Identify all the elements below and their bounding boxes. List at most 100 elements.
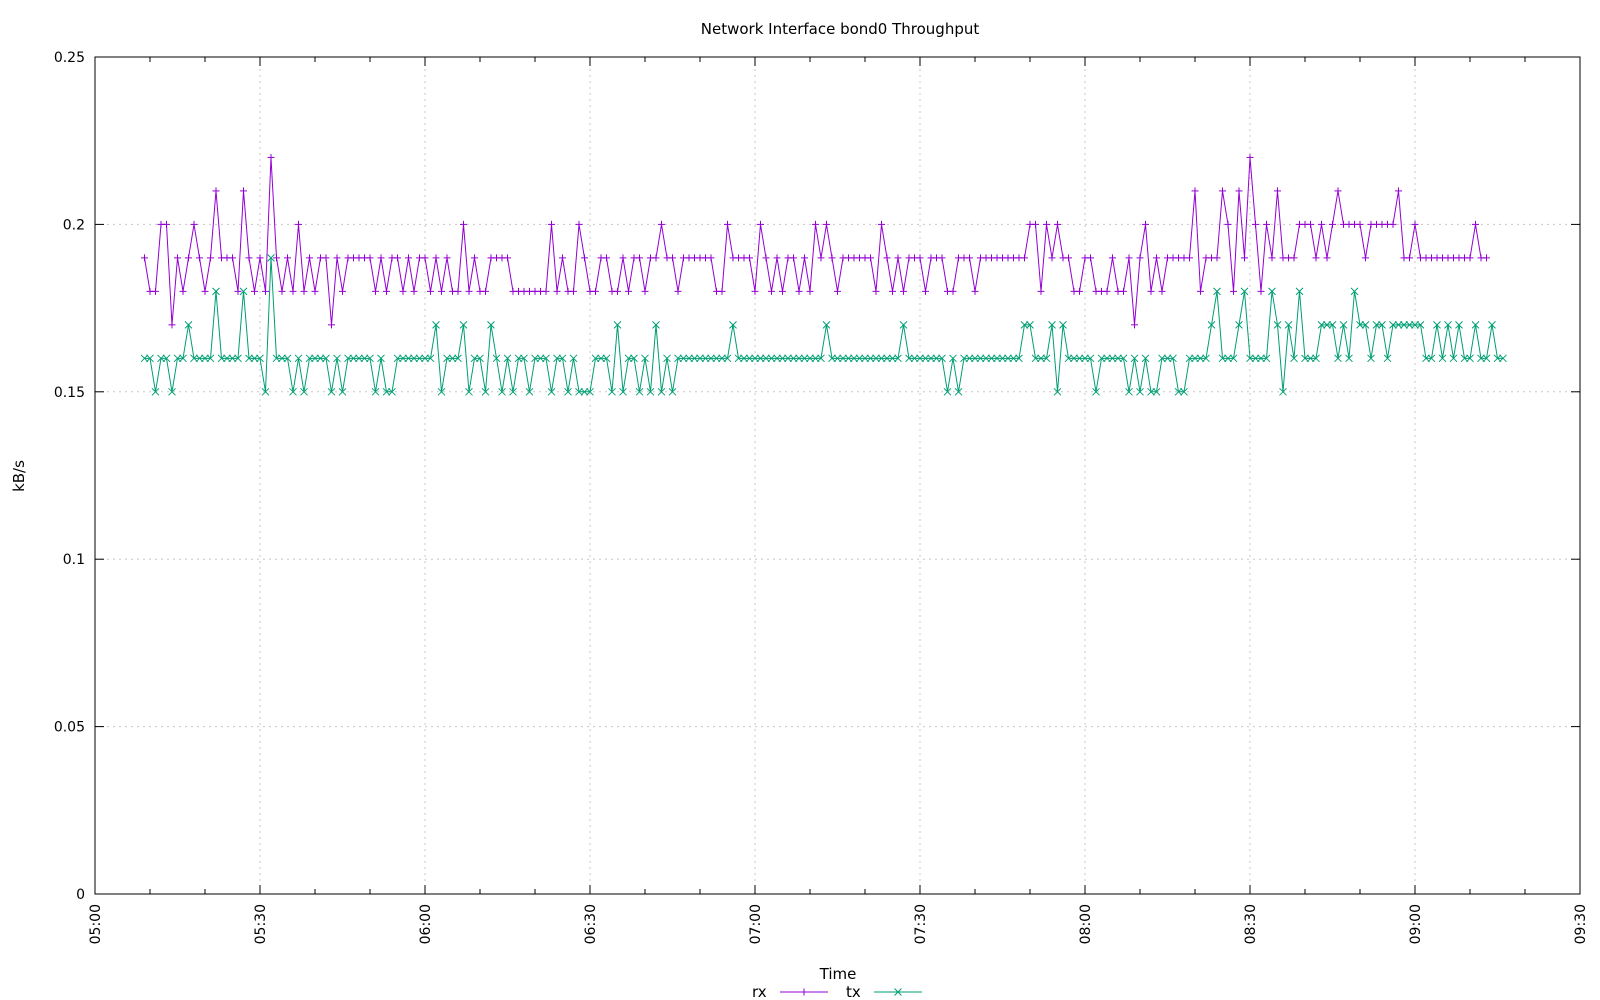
cross-marker-b [1009, 354, 1018, 363]
data-point [916, 354, 924, 363]
data-point [635, 387, 644, 396]
data-point [377, 354, 385, 363]
data-point [646, 387, 655, 396]
data-point [949, 354, 957, 363]
series-markers-tx [140, 254, 1507, 396]
series-line-tx [144, 257, 1503, 393]
data-point [1037, 354, 1045, 363]
data-point [943, 387, 952, 396]
cross-marker-b [723, 354, 732, 363]
data-point [311, 287, 319, 295]
data-point [498, 387, 506, 396]
data-point [877, 354, 886, 363]
cross-marker-b [399, 354, 407, 363]
data-point [327, 387, 336, 396]
data-point [591, 354, 600, 363]
data-point [850, 354, 858, 363]
data-point [828, 354, 836, 363]
data-point [718, 287, 726, 295]
data-point [1224, 220, 1232, 228]
cross-marker-b [558, 354, 567, 363]
cross-marker-b [800, 354, 809, 363]
cross-marker-b [822, 320, 831, 329]
plot-area-frame [94, 56, 1581, 895]
data-point [844, 354, 853, 363]
cross-marker-b [1130, 354, 1139, 363]
cross-marker-b [217, 354, 226, 363]
cross-marker-b [393, 354, 402, 363]
data-point [1411, 320, 1419, 329]
data-point [1301, 354, 1309, 363]
cross-marker-b [1053, 387, 1062, 396]
cross-marker-b [1103, 354, 1111, 363]
cross-marker-b [1460, 354, 1469, 363]
data-point [1092, 387, 1100, 396]
data-point [339, 287, 346, 295]
cross-marker-b [1147, 387, 1155, 396]
data-point [718, 354, 726, 363]
cross-marker-b [448, 354, 457, 363]
cross-marker-b [949, 354, 957, 363]
cross-marker-b [866, 354, 875, 363]
data-point [900, 287, 907, 295]
cross-marker-b [1196, 354, 1205, 363]
cross-marker-b [421, 354, 429, 363]
data-point [1174, 387, 1183, 396]
x-tick-label: 05:30 [253, 904, 269, 944]
data-point [652, 320, 660, 329]
data-point [894, 254, 902, 262]
data-point [878, 220, 885, 228]
data-point [960, 354, 968, 363]
data-point [256, 254, 264, 262]
data-point [746, 254, 753, 262]
y-axis-label: kB/s [10, 460, 28, 492]
cross-marker-b [1174, 387, 1183, 396]
data-point [1433, 320, 1441, 329]
data-point [152, 287, 159, 295]
data-point [800, 354, 809, 363]
cross-marker-b [432, 320, 440, 329]
data-point [685, 354, 693, 363]
cross-marker-b [1268, 287, 1276, 296]
data-point [1120, 287, 1127, 295]
cross-marker-b [443, 354, 451, 363]
data-point [174, 254, 181, 262]
cross-marker-b [850, 354, 858, 363]
cross-marker-b [294, 354, 303, 363]
data-point [625, 287, 632, 295]
cross-marker-b [344, 354, 352, 363]
cross-marker-b [404, 354, 413, 363]
data-point [575, 387, 583, 396]
data-point [894, 354, 902, 363]
cross-marker-b [228, 354, 237, 363]
data-point [1147, 287, 1155, 295]
cross-marker-b [1251, 354, 1260, 363]
data-point [141, 254, 148, 262]
data-point [1284, 320, 1293, 329]
y-tick-label: 0 [76, 887, 85, 903]
data-point [652, 254, 660, 262]
data-point [790, 254, 797, 262]
data-point [674, 287, 682, 295]
data-point [559, 254, 566, 262]
cross-marker-b [1229, 354, 1238, 363]
cross-marker-b [1207, 320, 1216, 329]
cross-marker-b [360, 354, 369, 363]
data-point [1103, 354, 1111, 363]
cross-marker-b [943, 387, 952, 396]
data-point [295, 220, 302, 228]
cross-marker-b [1295, 287, 1304, 296]
cross-marker-b [872, 354, 880, 363]
cross-marker-b [888, 354, 897, 363]
cross-marker-b [195, 354, 204, 363]
data-point [1483, 254, 1490, 262]
data-point [1263, 220, 1270, 228]
cross-marker-b [586, 387, 594, 396]
cross-marker-b [1119, 354, 1128, 363]
cross-marker-b [1218, 354, 1227, 363]
data-point [1048, 254, 1056, 262]
data-point [1191, 354, 1199, 363]
data-point [443, 354, 451, 363]
data-point [421, 254, 429, 262]
data-point [217, 354, 226, 363]
